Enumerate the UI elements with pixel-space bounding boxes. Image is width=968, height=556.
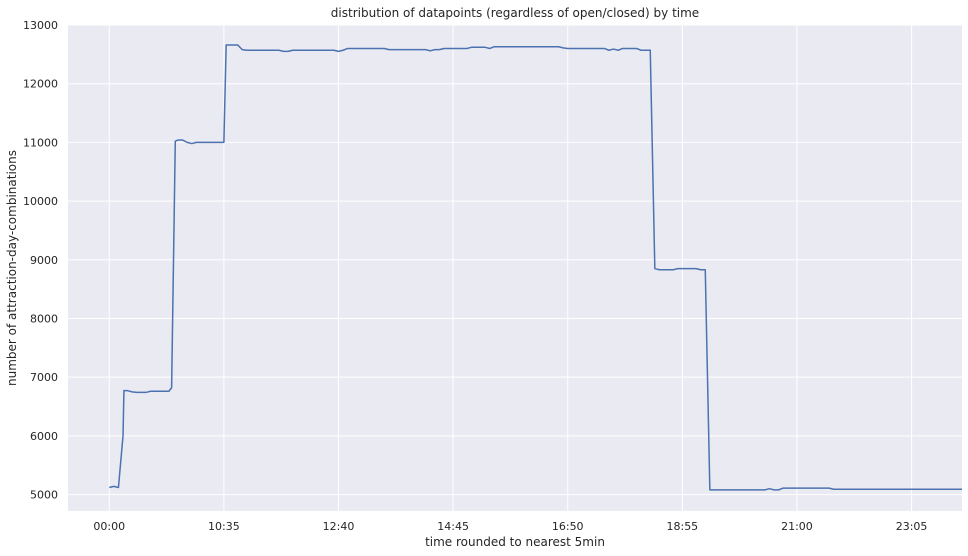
y-tick-label: 7000 [30,371,58,384]
plot-area [68,25,962,511]
x-tick-label: 18:55 [666,520,698,533]
chart-title: distribution of datapoints (regardless o… [331,6,699,20]
y-axis-label: number of attraction-day-combinations [5,150,19,386]
y-gridlines [68,24,962,496]
x-tick-label: 00:00 [93,520,125,533]
x-tick-label: 10:35 [208,520,240,533]
x-axis-label: time rounded to nearest 5min [425,535,605,549]
x-tick-label: 14:45 [437,520,469,533]
y-tick-label: 5000 [30,489,58,502]
x-tick-label: 16:50 [552,520,584,533]
series-line [109,44,962,491]
x-tick-label: 21:00 [781,520,813,533]
x-tick-label: 12:40 [323,520,355,533]
x-tick-label: 23:05 [896,520,928,533]
y-tick-label: 13000 [23,19,58,32]
y-tick-labels: 5000 6000 7000 8000 9000 10000 11000 12000 13000 [23,19,58,502]
y-tick-label: 6000 [30,430,58,443]
y-tick-label: 9000 [30,254,58,267]
y-tick-label: 8000 [30,312,58,325]
y-tick-label: 11000 [23,136,58,149]
x-tick-labels: 00:00 10:35 12:40 14:45 16:50 18:55 21:00 23:05 [93,520,927,533]
y-tick-label: 12000 [23,78,58,91]
y-tick-label: 10000 [23,195,58,208]
